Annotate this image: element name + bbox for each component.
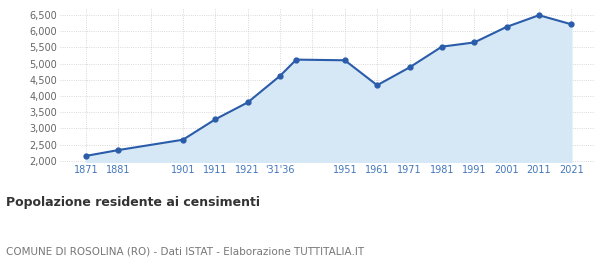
Text: Popolazione residente ai censimenti: Popolazione residente ai censimenti: [6, 196, 260, 209]
Text: COMUNE DI ROSOLINA (RO) - Dati ISTAT - Elaborazione TUTTITALIA.IT: COMUNE DI ROSOLINA (RO) - Dati ISTAT - E…: [6, 246, 364, 256]
